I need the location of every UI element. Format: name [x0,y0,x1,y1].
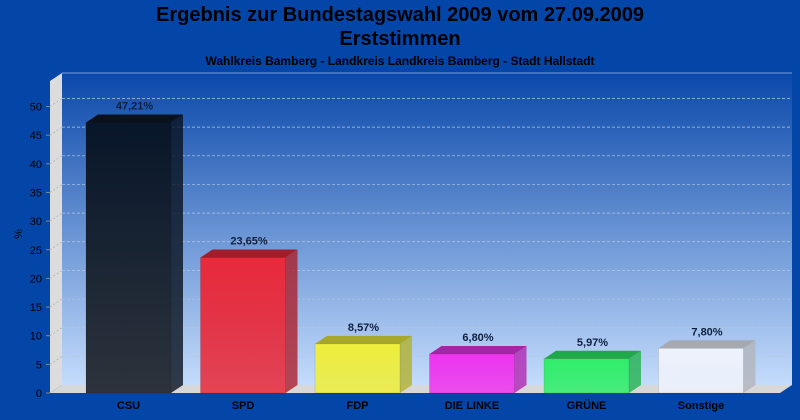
bar-side-Sonstige [743,340,756,393]
y-tick-label: 10 [30,331,42,343]
gridline-wall [49,98,63,107]
bar-side-DIE LINKE [514,346,527,393]
y-axis-label: % [13,229,25,239]
bar-FDP [314,343,401,394]
gridline-wall [49,126,63,136]
plot-background [62,73,792,385]
gridline-wall [49,356,63,365]
x-tick-label: DIE LINKE [445,400,499,412]
data-label: 23,65% [230,235,268,247]
data-label: 47,21% [116,100,154,112]
gridline-wall [49,241,63,251]
bar-DIE LINKE [429,353,515,394]
bar-top-DIE LINKE [429,346,527,355]
y-tick-label: 35 [30,187,42,199]
data-label: 6,80% [462,332,493,344]
gridline-wall [49,212,63,222]
x-tick-label: GRÜNE [567,399,607,412]
bar-side-SPD [285,249,298,393]
bar-top-GRÜNE [544,350,641,359]
y-tick-label: 25 [30,245,42,257]
data-label: 8,57% [348,322,379,334]
bar-top-CSU [86,114,183,123]
x-tick-label: CSU [117,400,140,412]
gridline-wall [49,270,63,279]
bar-SPD [200,257,286,394]
data-label: 5,97% [577,337,608,349]
y-tick-label: 15 [30,302,42,314]
bar-top-SPD [200,249,298,258]
bar-side-GRÜNE [629,350,641,393]
y-tick-label: 0 [36,388,42,400]
x-tick-label: FDP [347,400,369,412]
bar-CSU [85,122,172,394]
bar-side-FDP [400,335,412,393]
data-label: 7,80% [691,326,722,338]
x-tick-label: SPD [232,400,255,412]
bar-GRÜNE [543,358,630,394]
bar-top-FDP [315,335,412,344]
y-tick-label: 5 [36,359,42,371]
y-tick-label: 30 [30,216,42,228]
gridline-wall [49,327,63,336]
bar-Sonstige [658,348,744,394]
gridline-wall [49,184,63,193]
y-tick-label: 20 [30,273,42,285]
y-tick-label: 40 [30,159,42,171]
left-wall [50,73,62,393]
bar-side-CSU [171,114,183,394]
gridline-wall [49,155,63,165]
chart-title: Ergebnis zur Bundestagswahl 2009 vom 27.… [156,4,644,26]
bar-top-Sonstige [658,340,756,349]
gridline-wall [49,298,63,308]
chart-subtitle-region: Wahlkreis Bamberg - Landkreis Landkreis … [205,54,595,68]
chart-subtitle: Erststimmen [339,28,461,50]
x-tick-label: Sonstige [678,400,724,412]
y-tick-label: 45 [30,130,42,142]
y-tick-label: 50 [30,102,42,114]
